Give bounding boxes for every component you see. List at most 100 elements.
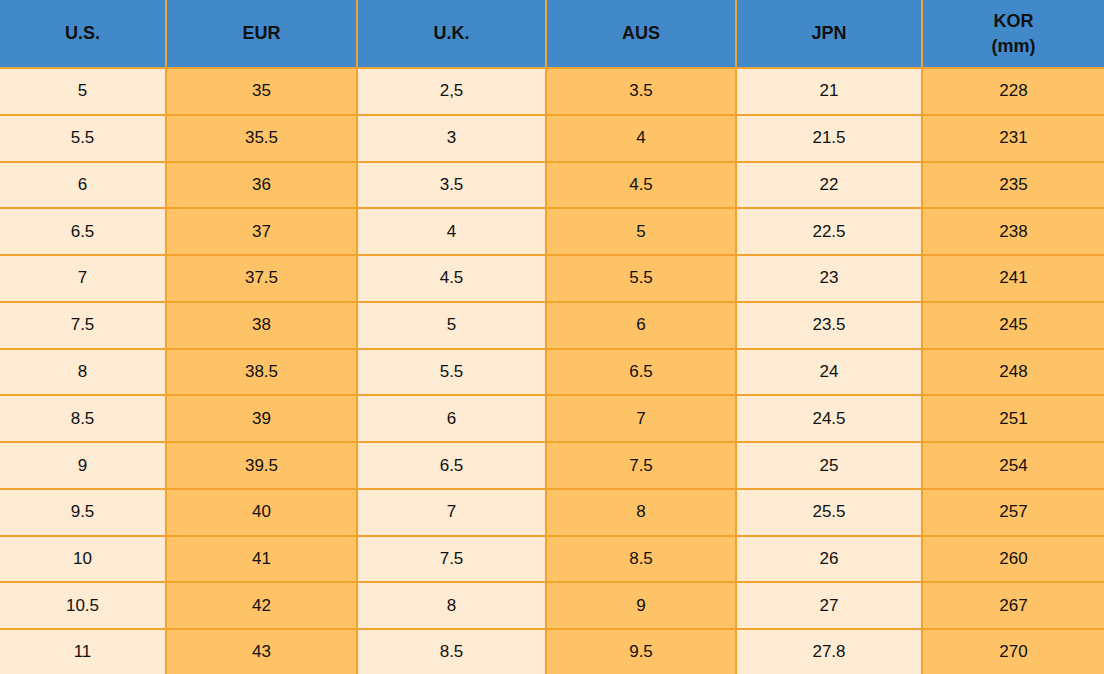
column-header-kor: KOR(mm) [922,0,1104,68]
column-header-kor-line: KOR [923,9,1104,33]
header-row: U.S.EURU.K.AUSJPNKOR(mm) [0,0,1104,68]
table-row: 6.5374522.5238 [0,208,1104,255]
table-cell-uk: 4.5 [357,255,546,302]
column-header-us: U.S. [0,0,166,68]
table-row: 10417.58.526260 [0,536,1104,583]
table-cell-aus: 3.5 [546,68,736,115]
column-header-kor-line: (mm) [923,34,1104,58]
table-cell-uk: 8 [357,582,546,629]
table-row: 737.54.55.523241 [0,255,1104,302]
table-cell-eur: 37.5 [166,255,357,302]
table-cell-aus: 4.5 [546,162,736,209]
table-cell-aus: 5 [546,208,736,255]
table-cell-uk: 5.5 [357,349,546,396]
table-cell-eur: 39.5 [166,442,357,489]
table-cell-eur: 36 [166,162,357,209]
table-cell-uk: 6.5 [357,442,546,489]
table-cell-us: 10 [0,536,166,583]
column-header-eur-line: EUR [167,21,356,45]
table-cell-jpn: 27 [736,582,922,629]
table-cell-jpn: 21 [736,68,922,115]
column-header-jpn-line: JPN [737,21,921,45]
column-header-uk-line: U.K. [358,21,545,45]
table-body: 5352,53.5212285.535.53421.52316363.54.52… [0,68,1104,674]
table-cell-jpn: 25 [736,442,922,489]
table-cell-eur: 39 [166,395,357,442]
table-cell-kor: 228 [922,68,1104,115]
table-header: U.S.EURU.K.AUSJPNKOR(mm) [0,0,1104,68]
table-cell-us: 8 [0,349,166,396]
table-cell-jpn: 25.5 [736,489,922,536]
table-cell-eur: 43 [166,629,357,674]
table-cell-aus: 9.5 [546,629,736,674]
column-header-aus-line: AUS [547,21,735,45]
table-cell-eur: 38.5 [166,349,357,396]
table-cell-uk: 8.5 [357,629,546,674]
table-cell-jpn: 27.8 [736,629,922,674]
shoe-size-conversion-table: U.S.EURU.K.AUSJPNKOR(mm) 5352,53.5212285… [0,0,1104,674]
table-cell-aus: 6 [546,302,736,349]
table-cell-us: 9.5 [0,489,166,536]
table-row: 9.5407825.5257 [0,489,1104,536]
table-row: 939.56.57.525254 [0,442,1104,489]
table-cell-kor: 251 [922,395,1104,442]
column-header-aus: AUS [546,0,736,68]
table-cell-aus: 4 [546,115,736,162]
table-cell-uk: 6 [357,395,546,442]
table-cell-jpn: 24.5 [736,395,922,442]
table-cell-us: 9 [0,442,166,489]
table-cell-eur: 40 [166,489,357,536]
table-cell-jpn: 22.5 [736,208,922,255]
table-cell-kor: 245 [922,302,1104,349]
table-cell-us: 7 [0,255,166,302]
table-cell-jpn: 21.5 [736,115,922,162]
table-row: 7.5385623.5245 [0,302,1104,349]
table-cell-aus: 7.5 [546,442,736,489]
table-row: 5352,53.521228 [0,68,1104,115]
table-row: 8.5396724.5251 [0,395,1104,442]
table-cell-kor: 260 [922,536,1104,583]
table-cell-jpn: 23 [736,255,922,302]
table-cell-aus: 8 [546,489,736,536]
table-cell-us: 7.5 [0,302,166,349]
table-cell-uk: 3.5 [357,162,546,209]
table-cell-uk: 3 [357,115,546,162]
table-cell-us: 5.5 [0,115,166,162]
table-cell-us: 10.5 [0,582,166,629]
table-row: 10.5428927267 [0,582,1104,629]
table-cell-uk: 4 [357,208,546,255]
table-cell-us: 11 [0,629,166,674]
table-cell-eur: 37 [166,208,357,255]
table-cell-kor: 238 [922,208,1104,255]
table-row: 6363.54.522235 [0,162,1104,209]
table-cell-kor: 235 [922,162,1104,209]
table-cell-jpn: 26 [736,536,922,583]
table-cell-uk: 7 [357,489,546,536]
table-cell-us: 6.5 [0,208,166,255]
table-row: 838.55.56.524248 [0,349,1104,396]
column-header-uk: U.K. [357,0,546,68]
table-cell-eur: 38 [166,302,357,349]
column-header-eur: EUR [166,0,357,68]
table-cell-uk: 2,5 [357,68,546,115]
table-cell-us: 8.5 [0,395,166,442]
table-cell-uk: 7.5 [357,536,546,583]
table-cell-eur: 41 [166,536,357,583]
table-cell-jpn: 22 [736,162,922,209]
table-cell-us: 5 [0,68,166,115]
table-cell-kor: 267 [922,582,1104,629]
table-cell-aus: 8.5 [546,536,736,583]
table-cell-aus: 9 [546,582,736,629]
table-cell-jpn: 23.5 [736,302,922,349]
column-header-us-line: U.S. [0,21,165,45]
table-cell-eur: 42 [166,582,357,629]
table-row: 11438.59.527.8270 [0,629,1104,674]
table-cell-eur: 35 [166,68,357,115]
table-cell-kor: 241 [922,255,1104,302]
table-cell-kor: 254 [922,442,1104,489]
table-row: 5.535.53421.5231 [0,115,1104,162]
table-cell-kor: 231 [922,115,1104,162]
column-header-jpn: JPN [736,0,922,68]
table-cell-uk: 5 [357,302,546,349]
table-cell-aus: 7 [546,395,736,442]
